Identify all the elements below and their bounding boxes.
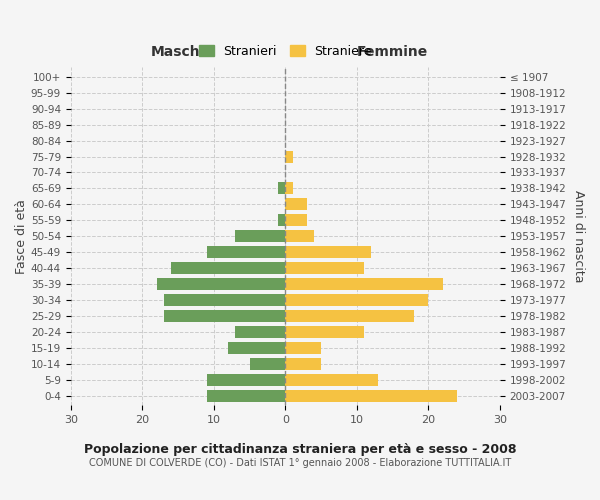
Bar bbox=[206, 390, 286, 402]
Bar bbox=[286, 278, 443, 290]
Text: Popolazione per cittadinanza straniera per età e sesso - 2008: Popolazione per cittadinanza straniera p… bbox=[84, 442, 516, 456]
Bar bbox=[235, 230, 286, 242]
Bar bbox=[286, 358, 321, 370]
Bar bbox=[206, 246, 286, 258]
Bar bbox=[286, 390, 457, 402]
Bar bbox=[164, 294, 286, 306]
Bar bbox=[206, 374, 286, 386]
Bar bbox=[235, 326, 286, 338]
Bar bbox=[286, 230, 314, 242]
Text: COMUNE DI COLVERDE (CO) - Dati ISTAT 1° gennaio 2008 - Elaborazione TUTTITALIA.I: COMUNE DI COLVERDE (CO) - Dati ISTAT 1° … bbox=[89, 458, 511, 468]
Bar bbox=[286, 294, 428, 306]
Bar bbox=[278, 182, 286, 194]
Bar bbox=[286, 374, 379, 386]
Text: Maschi: Maschi bbox=[151, 46, 205, 60]
Bar bbox=[171, 262, 286, 274]
Bar bbox=[286, 310, 414, 322]
Legend: Stranieri, Straniere: Stranieri, Straniere bbox=[194, 40, 377, 62]
Bar bbox=[286, 342, 321, 354]
Bar bbox=[164, 310, 286, 322]
Bar bbox=[286, 262, 364, 274]
Text: Femmine: Femmine bbox=[357, 46, 428, 60]
Bar bbox=[286, 198, 307, 210]
Bar bbox=[286, 326, 364, 338]
Bar bbox=[157, 278, 286, 290]
Bar bbox=[286, 182, 293, 194]
Bar bbox=[286, 214, 307, 226]
Y-axis label: Anni di nascita: Anni di nascita bbox=[572, 190, 585, 282]
Bar bbox=[286, 246, 371, 258]
Y-axis label: Fasce di età: Fasce di età bbox=[15, 199, 28, 274]
Bar bbox=[278, 214, 286, 226]
Bar bbox=[228, 342, 286, 354]
Bar bbox=[286, 150, 293, 162]
Bar bbox=[250, 358, 286, 370]
